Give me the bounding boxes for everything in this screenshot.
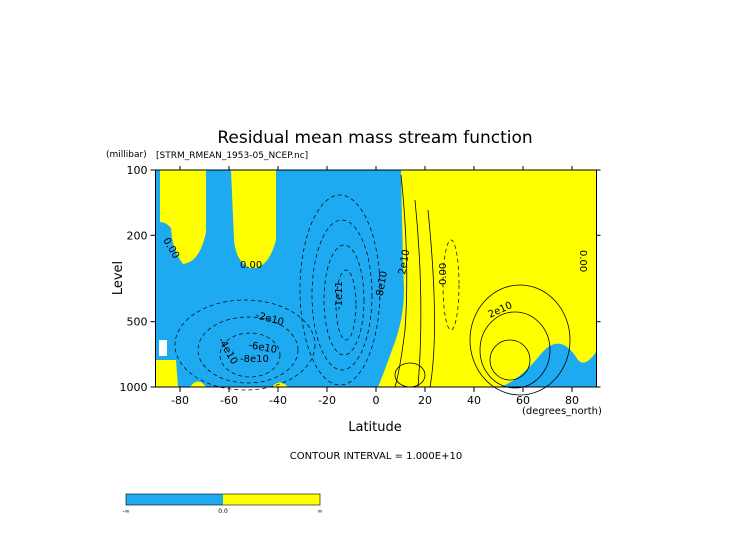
chart-title: Residual mean mass stream function: [217, 128, 532, 148]
y-tick-label: 100: [127, 164, 148, 177]
missing-data: [159, 340, 167, 356]
x-tick-label: 40: [467, 394, 481, 407]
x-tick-label: -40: [269, 394, 287, 407]
y-tick-label: 200: [127, 229, 148, 242]
contour-label: -8e10: [374, 270, 390, 300]
y-tick-label: 1000: [120, 381, 148, 394]
y-axis-label: Level: [111, 261, 126, 295]
positive-regions: [155, 170, 596, 387]
x-tick-label: 80: [565, 394, 579, 407]
colorbar-frame: [125, 493, 321, 506]
x-tick-label: 20: [418, 394, 432, 407]
contour-label: -1e11: [334, 281, 345, 310]
x-tick-label: -60: [220, 394, 238, 407]
colorbar-negative: [126, 494, 223, 505]
colorbar-label: ∞: [318, 508, 323, 515]
contour-label: 0.00: [240, 260, 262, 271]
x-tick-label: -20: [318, 394, 336, 407]
colorbar-positive: [223, 494, 320, 505]
y-unit: (millibar): [106, 150, 147, 160]
contour-interval: CONTOUR INTERVAL = 1.000E+10: [290, 451, 462, 462]
contour-label: 0.00: [438, 263, 449, 285]
x-tick-label: 0: [373, 394, 380, 407]
colorbar-label: -∞: [122, 508, 129, 515]
x-tick-label: 60: [516, 394, 530, 407]
contour-label: 2e10: [397, 249, 412, 276]
subtitle: [STRM_RMEAN_1953-05_NCEP.nc]: [156, 151, 308, 161]
colorbar-label: 0.0: [218, 508, 228, 515]
x-axis-label: Latitude: [348, 420, 402, 435]
x-tick-label: -80: [171, 394, 189, 407]
x-unit: (degrees_north): [522, 406, 602, 417]
contour-label: -8e10: [240, 354, 269, 365]
y-tick-label: 500: [127, 316, 148, 329]
contour-label: -6e10: [247, 340, 277, 356]
contour-label: 0.00: [577, 250, 588, 272]
contour-field: 0.00 0.00 -2e10 -4e10 -6e10 -8e10 -1e11 …: [155, 169, 597, 396]
contour-lines: [174, 174, 571, 396]
